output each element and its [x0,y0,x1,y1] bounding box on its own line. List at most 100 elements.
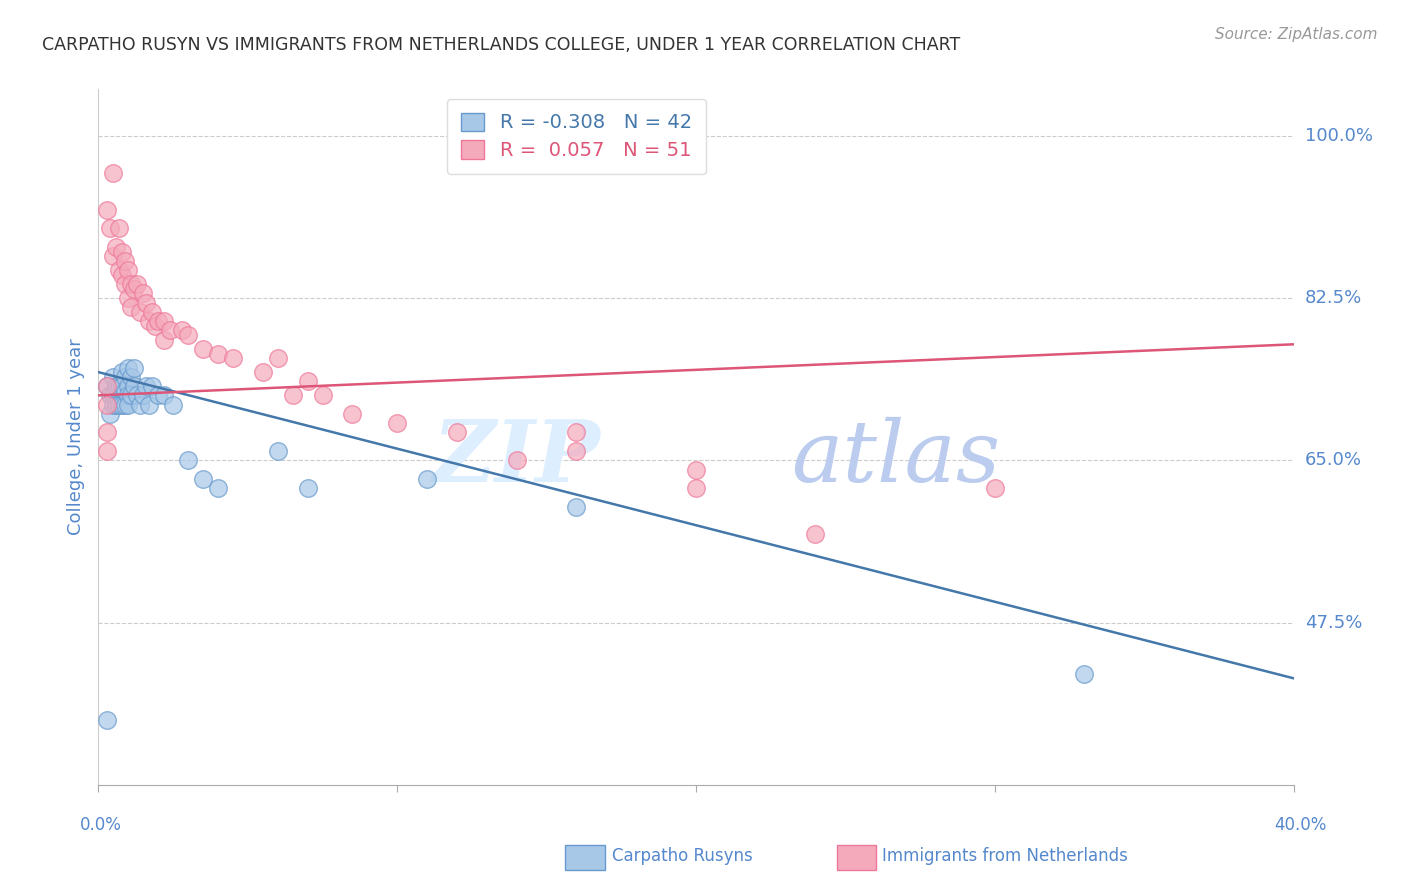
Point [114,398,136,412]
Point [96,444,118,458]
Text: atlas: atlas [792,417,1001,500]
Point [114,277,136,291]
Point [153,314,176,328]
Point [252,365,274,379]
Point [120,369,142,384]
Text: Source: ZipAtlas.com: Source: ZipAtlas.com [1215,27,1378,42]
Text: 47.5%: 47.5% [1305,614,1362,632]
Text: ZIP: ZIP [433,417,600,500]
Point [177,453,200,467]
Point [385,416,409,430]
Point [132,286,155,301]
Point [98,221,122,235]
Point [804,527,827,541]
Point [191,342,214,356]
Point [124,379,146,393]
Point [96,713,118,727]
Point [153,388,176,402]
Point [138,398,160,412]
Point [281,388,304,402]
Point [117,263,139,277]
Point [117,360,139,375]
Point [103,398,125,412]
Point [141,379,163,393]
Point [114,384,136,398]
Point [135,295,157,310]
Text: 100.0%: 100.0% [1305,127,1372,145]
Text: 82.5%: 82.5% [1305,289,1362,307]
Point [162,398,184,412]
Point [108,398,131,412]
Point [297,481,319,495]
Point [177,328,200,343]
Point [105,240,128,254]
Point [153,333,176,347]
Text: Immigrants from Netherlands: Immigrants from Netherlands [882,847,1128,865]
Point [108,221,131,235]
Point [446,425,468,440]
Point [103,249,125,263]
Point [135,379,157,393]
Point [111,365,134,379]
Legend: R = -0.308   N = 42, R =  0.057   N = 51: R = -0.308 N = 42, R = 0.057 N = 51 [447,99,706,174]
Point [342,407,364,421]
Point [105,398,128,412]
Point [159,323,181,337]
Point [311,388,333,402]
Point [191,472,214,486]
Text: Carpatho Rusyns: Carpatho Rusyns [612,847,752,865]
Point [124,360,146,375]
Text: 0.0%: 0.0% [80,816,122,834]
Point [685,481,707,495]
Point [124,282,146,296]
Point [117,379,139,393]
Point [120,388,142,402]
Text: 65.0%: 65.0% [1305,451,1361,469]
Point [565,444,588,458]
Point [96,398,118,412]
Point [222,351,245,366]
Point [132,388,155,402]
Point [685,462,707,476]
Point [117,388,139,402]
Point [172,323,194,337]
Point [129,398,152,412]
Point [138,314,160,328]
Point [108,263,131,277]
Point [96,379,118,393]
Point [148,388,170,402]
Point [141,305,163,319]
Point [103,166,125,180]
Point [120,300,142,314]
Point [1073,666,1095,681]
Point [127,277,149,291]
Point [96,379,118,393]
Point [207,346,229,360]
Point [143,318,166,333]
Point [117,291,139,305]
Point [129,305,152,319]
Point [207,481,229,495]
Point [127,388,149,402]
Point [297,375,319,389]
Point [114,369,136,384]
Point [267,444,290,458]
Point [98,407,122,421]
Point [111,398,134,412]
Point [98,388,122,402]
Point [111,244,134,259]
Point [103,388,125,402]
Y-axis label: College, Under 1 year: College, Under 1 year [66,339,84,535]
Point [120,277,142,291]
Point [96,425,118,440]
Point [983,481,1005,495]
Point [565,500,588,514]
Point [105,379,128,393]
Point [111,379,134,393]
Point [103,369,125,384]
Point [506,453,529,467]
Point [267,351,290,366]
Text: 40.0%: 40.0% [1274,816,1327,834]
Point [148,314,170,328]
Point [416,472,439,486]
